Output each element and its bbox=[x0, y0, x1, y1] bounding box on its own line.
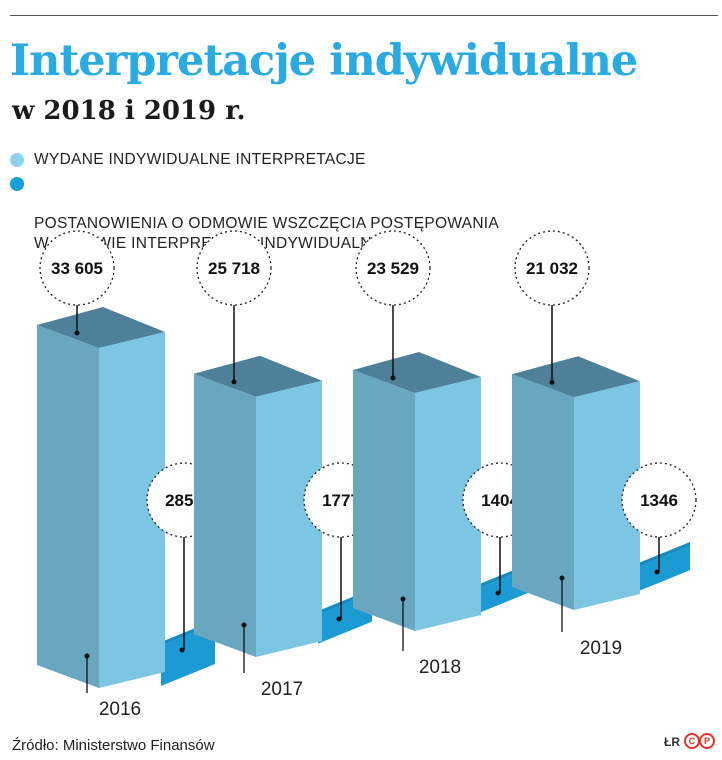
bar-front-2018 bbox=[415, 376, 481, 631]
bar-front-2016 bbox=[99, 332, 165, 688]
value-label-big-2016: 33 605 bbox=[51, 259, 103, 278]
legend-label-issued: WYDANE INDYWIDUALNE INTERPRETACJE bbox=[34, 151, 366, 168]
value-label-small-2016: 2858 bbox=[165, 491, 203, 510]
small-bar-2016 bbox=[161, 624, 215, 687]
year-label-2018: 2018 bbox=[419, 657, 461, 678]
year-dot-2016 bbox=[84, 653, 90, 659]
bar-front-2019 bbox=[574, 381, 640, 610]
bar-top-2016 bbox=[37, 307, 165, 348]
copyright-c-icon: C bbox=[684, 733, 700, 749]
value-circle-big-2019 bbox=[514, 230, 590, 306]
bar-shade-2018 bbox=[353, 369, 415, 631]
bar-top-2018 bbox=[353, 351, 481, 393]
value-label-small-2019: 1346 bbox=[640, 491, 678, 510]
leader-dot-big-2019 bbox=[549, 379, 555, 385]
value-label-big-2019: 21 032 bbox=[526, 259, 578, 278]
legend-swatch-refusals bbox=[10, 177, 24, 191]
legend-swatch-issued bbox=[10, 153, 24, 167]
bar-shade-2016 bbox=[37, 325, 99, 688]
value-circle-big-2017 bbox=[196, 230, 272, 306]
source-note: Źródło: Ministerstwo Finansów bbox=[12, 737, 215, 754]
value-circle-small-2019 bbox=[621, 462, 697, 538]
year-label-2016: 2016 bbox=[99, 699, 141, 720]
bar-group-2017: 25 718 1777 2017 bbox=[194, 230, 379, 700]
year-dot-2018 bbox=[400, 596, 406, 602]
value-label-big-2018: 23 529 bbox=[367, 259, 419, 278]
value-label-big-2017: 25 718 bbox=[208, 259, 260, 278]
leader-dot-small-2016 bbox=[179, 647, 185, 653]
small-bar-top-2019 bbox=[636, 542, 690, 568]
leader-dot-big-2016 bbox=[74, 330, 80, 336]
leader-dot-small-2017 bbox=[336, 616, 342, 622]
chart-subtitle: w 2018 i 2019 r. bbox=[12, 96, 246, 126]
copyright-p-icon: P bbox=[699, 733, 715, 749]
bar-group-2016: 33 605 2858 2016 bbox=[37, 230, 222, 720]
year-label-2017: 2017 bbox=[261, 679, 303, 700]
value-circle-big-2018 bbox=[355, 230, 431, 306]
bar-top-2019 bbox=[512, 356, 640, 398]
bar-shade-2019 bbox=[512, 374, 574, 610]
value-circle-big-2016 bbox=[39, 230, 115, 306]
value-label-small-2017: 1777 bbox=[322, 491, 360, 510]
bar-shade-2017 bbox=[194, 373, 256, 657]
bar-group-2019: 21 032 1346 2019 bbox=[512, 230, 697, 659]
year-dot-2017 bbox=[241, 622, 247, 628]
small-bar-2019 bbox=[636, 546, 690, 593]
author-credit: ŁR bbox=[664, 735, 680, 749]
bar-top-2017 bbox=[194, 355, 322, 397]
leader-dot-small-2018 bbox=[495, 590, 501, 596]
value-label-small-2018: 1404 bbox=[481, 491, 519, 510]
leader-dot-small-2019 bbox=[654, 569, 660, 575]
leader-dot-big-2017 bbox=[231, 379, 237, 385]
chart-title: Interpretacje indywidualne bbox=[10, 36, 638, 86]
year-dot-2019 bbox=[559, 575, 565, 581]
top-rule bbox=[10, 15, 718, 16]
bar-group-2018: 23 529 1404 2018 bbox=[353, 230, 538, 678]
leader-dot-big-2018 bbox=[390, 375, 396, 381]
legend-item-issued: WYDANE INDYWIDUALNE INTERPRETACJE bbox=[10, 150, 499, 170]
bar-front-2017 bbox=[256, 380, 322, 657]
year-label-2019: 2019 bbox=[580, 638, 622, 659]
